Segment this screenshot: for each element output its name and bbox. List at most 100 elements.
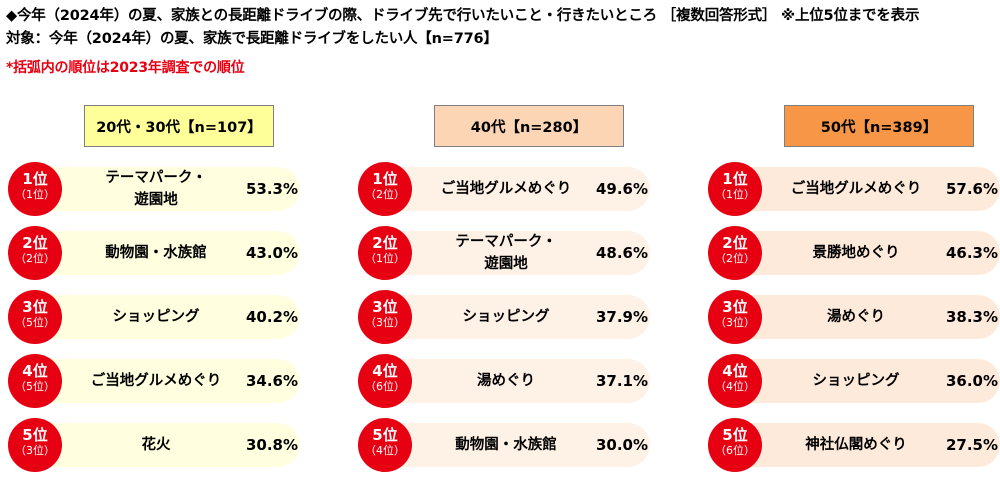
rank-label: 2位 [22,234,48,252]
rank-label: 4位 [372,362,398,380]
row-background [16,295,300,339]
rank-badge: 1位 （2位） [358,162,412,216]
previous-rank-label: （1位） [15,188,55,201]
row-background [716,167,1000,211]
item-label: 動物園・水族館 [455,437,557,453]
item-label: テーマパーク・ 遊園地 [105,170,207,208]
item-label: 湯めぐり [827,309,885,325]
survey-question: ◆今年（2024年）の夏、家族との長距離ドライブの際、ドライブ先で行いたいこと・… [6,8,920,24]
rank-badge: 2位 （2位） [8,226,62,280]
rank-label: 1位 [372,170,398,188]
rank-label: 5位 [22,426,48,444]
row-background [16,423,300,467]
percentage-value: 36.0% [945,372,998,390]
rank-label: 3位 [722,298,748,316]
group-header: 20代・30代【n=107】 [84,105,274,147]
ranking-row: 3位 （3位） ショッピング 37.9% [358,288,650,346]
item-label: 花火 [141,437,171,453]
item-label: ショッピング [112,309,200,325]
row-background [366,167,650,211]
rank-badge: 3位 （3位） [708,290,762,344]
rank-label: 1位 [22,170,48,188]
row-background [16,359,300,403]
percentage-value: 43.0% [245,244,298,262]
group-header: 40代【n=280】 [434,105,624,147]
item-label: ご当地グルメめぐり [90,373,222,389]
item-label: ショッピング [812,373,900,389]
item-label: ご当地グルメめぐり [440,181,572,197]
item-label: 景勝地めぐり [812,245,900,261]
percentage-value: 30.0% [595,436,648,454]
rank-badge: 1位 （1位） [8,162,62,216]
percentage-value: 30.8% [245,436,298,454]
rank-label: 1位 [722,170,748,188]
ranking-row: 1位 （1位） ご当地グルメめぐり 57.6% [708,160,1000,218]
rank-label: 2位 [372,234,398,252]
row-background [16,167,300,211]
previous-rank-label: （1位） [365,252,405,265]
rank-badge: 5位 （4位） [358,418,412,472]
row-background [716,423,1000,467]
row-background [16,231,300,275]
ranking-row: 3位 （3位） 湯めぐり 38.3% [708,288,1000,346]
rank-note: *括弧内の順位は2023年調査での順位 [6,60,245,76]
ranking-row: 1位 （2位） ご当地グルメめぐり 49.6% [358,160,650,218]
survey-target: 対象：今年（2024年）の夏、家族で長距離ドライブをしたい人【n=776】 [6,31,498,47]
previous-rank-label: （5位） [15,380,55,393]
previous-rank-label: （1位） [715,188,755,201]
rank-label: 5位 [722,426,748,444]
ranking-row: 5位 （3位） 花火 30.8% [8,416,300,474]
item-label: ご当地グルメめぐり [790,181,922,197]
percentage-value: 57.6% [945,180,998,198]
ranking-row: 4位 （5位） ご当地グルメめぐり 34.6% [8,352,300,410]
rank-label: 5位 [372,426,398,444]
previous-rank-label: （6位） [715,444,755,457]
rank-label: 4位 [22,362,48,380]
rank-badge: 3位 （5位） [8,290,62,344]
row-background [716,231,1000,275]
ranking-row: 1位 （1位） テーマパーク・ 遊園地 53.3% [8,160,300,218]
rank-label: 2位 [722,234,748,252]
percentage-value: 34.6% [245,372,298,390]
previous-rank-label: （6位） [365,380,405,393]
percentage-value: 53.3% [245,180,298,198]
rank-badge: 2位 （1位） [358,226,412,280]
previous-rank-label: （3位） [365,316,405,329]
rank-badge: 5位 （3位） [8,418,62,472]
rank-badge: 4位 （4位） [708,354,762,408]
row-background [716,359,1000,403]
percentage-value: 38.3% [945,308,998,326]
ranking-row: 3位 （5位） ショッピング 40.2% [8,288,300,346]
percentage-value: 46.3% [945,244,998,262]
percentage-value: 27.5% [945,436,998,454]
rank-label: 3位 [372,298,398,316]
item-label: 動物園・水族館 [105,245,207,261]
group-header: 50代【n=389】 [784,105,974,147]
ranking-row: 2位 （1位） テーマパーク・ 遊園地 48.6% [358,224,650,282]
previous-rank-label: （2位） [15,252,55,265]
percentage-value: 48.6% [595,244,648,262]
rank-label: 3位 [22,298,48,316]
row-background [366,231,650,275]
ranking-row: 5位 （6位） 神社仏閣めぐり 27.5% [708,416,1000,474]
rank-badge: 4位 （5位） [8,354,62,408]
ranking-row: 2位 （2位） 景勝地めぐり 46.3% [708,224,1000,282]
previous-rank-label: （3位） [15,444,55,457]
percentage-value: 37.1% [595,372,648,390]
row-background [366,295,650,339]
previous-rank-label: （2位） [715,252,755,265]
rank-badge: 2位 （2位） [708,226,762,280]
percentage-value: 37.9% [595,308,648,326]
ranking-row: 2位 （2位） 動物園・水族館 43.0% [8,224,300,282]
item-label: 湯めぐり [477,373,535,389]
rank-label: 4位 [722,362,748,380]
item-label: ショッピング [462,309,550,325]
previous-rank-label: （3位） [715,316,755,329]
ranking-row: 4位 （6位） 湯めぐり 37.1% [358,352,650,410]
ranking-row: 5位 （4位） 動物園・水族館 30.0% [358,416,650,474]
ranking-row: 4位 （4位） ショッピング 36.0% [708,352,1000,410]
rank-badge: 4位 （6位） [358,354,412,408]
previous-rank-label: （4位） [365,444,405,457]
rank-badge: 1位 （1位） [708,162,762,216]
row-background [366,359,650,403]
